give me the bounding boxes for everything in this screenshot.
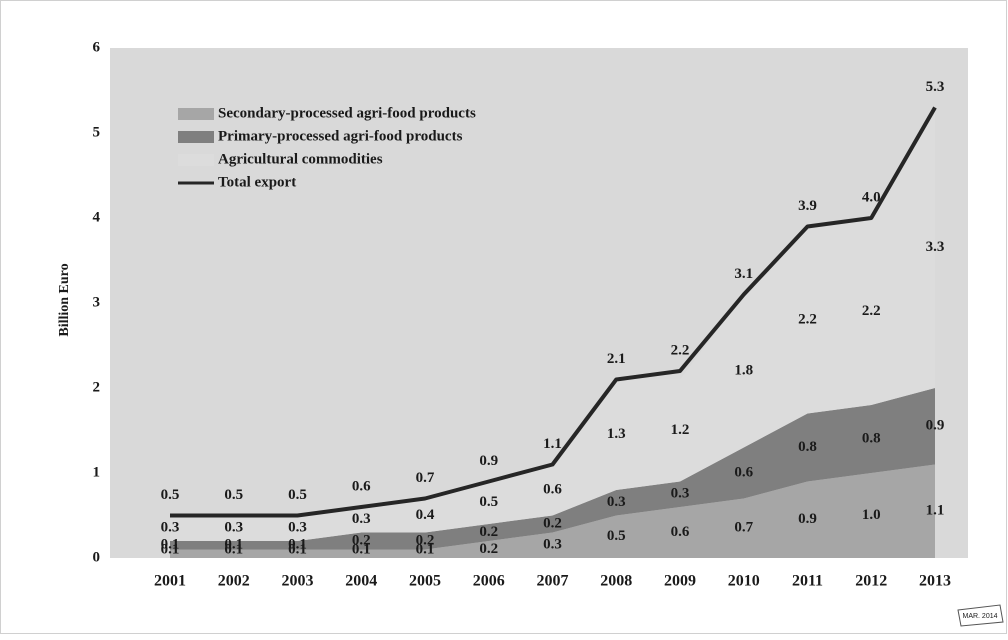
x-tick-label: 2001 <box>154 573 186 590</box>
area-label: 0.8 <box>798 439 817 455</box>
area-label: 0.3 <box>161 520 180 536</box>
x-tick-label: 2011 <box>792 573 823 590</box>
legend-label: Secondary-processed agri-food products <box>218 105 476 121</box>
y-tick-label: 1 <box>93 464 101 480</box>
x-tick-label: 2003 <box>282 573 314 590</box>
y-axis-label: Billion Euro <box>57 263 72 336</box>
legend-label: Total export <box>218 174 296 190</box>
x-tick-label: 2010 <box>728 573 760 590</box>
x-tick-label: 2006 <box>473 573 505 590</box>
area-label: 0.3 <box>607 494 626 510</box>
area-label: 0.3 <box>352 511 371 527</box>
x-tick-label: 2002 <box>218 573 250 590</box>
area <box>170 107 935 541</box>
area-label: 2.2 <box>862 303 881 319</box>
area-label: 0.7 <box>734 520 753 536</box>
total-label: 0.6 <box>352 478 371 494</box>
area-label: 0.1 <box>161 541 180 557</box>
area-label: 0.9 <box>798 511 817 527</box>
area-label: 0.1 <box>416 541 435 557</box>
area-label: 1.3 <box>607 426 626 442</box>
area-label: 0.6 <box>671 524 690 540</box>
area-label: 0.2 <box>543 515 562 531</box>
total-label: 0.9 <box>479 453 498 469</box>
area-label: 0.9 <box>926 418 945 434</box>
area-label: 0.3 <box>671 486 690 502</box>
area-label: 0.1 <box>352 541 371 557</box>
total-label: 1.1 <box>543 436 562 452</box>
area-label: 0.1 <box>288 541 307 557</box>
area-label: 0.1 <box>224 537 243 553</box>
x-tick-label: 2005 <box>409 573 441 590</box>
total-label: 0.7 <box>416 470 435 486</box>
area-label: 3.3 <box>926 239 945 255</box>
area-label: 0.1 <box>288 537 307 553</box>
total-label: 0.5 <box>224 487 243 503</box>
y-tick-label: 0 <box>93 549 101 565</box>
area-label: 0.2 <box>352 532 371 548</box>
stamp-text: MAR. 2014 <box>962 613 997 620</box>
area-label: 1.2 <box>671 422 690 438</box>
y-tick-label: 2 <box>93 379 101 395</box>
total-line <box>170 106 937 518</box>
x-tick-label: 2012 <box>855 573 887 590</box>
area-label: 0.6 <box>734 464 753 480</box>
legend-swatch <box>178 108 214 120</box>
legend-swatch <box>178 154 214 166</box>
legend-label: Primary-processed agri-food products <box>218 128 463 144</box>
x-tick-label: 2013 <box>919 573 951 590</box>
y-tick-label: 5 <box>93 124 101 140</box>
total-label: 2.2 <box>671 342 690 358</box>
total-label: 4.0 <box>862 189 881 205</box>
area-label: 0.6 <box>543 481 562 497</box>
total-label: 5.3 <box>926 79 945 95</box>
area-label: 0.3 <box>224 520 243 536</box>
area-label: 0.8 <box>862 430 881 446</box>
area-label: 0.2 <box>479 541 498 557</box>
area-label: 0.4 <box>416 507 435 523</box>
legend-swatch <box>178 131 214 143</box>
area-label: 1.8 <box>734 362 753 378</box>
x-tick-label: 2004 <box>345 573 377 590</box>
area-label: 1.1 <box>926 503 945 519</box>
area-label: 0.2 <box>416 532 435 548</box>
area-label: 0.1 <box>161 537 180 553</box>
total-label: 0.5 <box>161 487 180 503</box>
area-label: 1.0 <box>862 507 881 523</box>
total-label: 2.1 <box>607 351 626 367</box>
area-label: 0.5 <box>479 494 498 510</box>
area-label: 0.2 <box>479 524 498 540</box>
legend-label: Agricultural commodities <box>218 151 383 167</box>
area-label: 0.3 <box>288 520 307 536</box>
area <box>170 388 935 550</box>
area-label: 0.3 <box>543 537 562 553</box>
total-label: 3.1 <box>734 266 753 282</box>
x-tick-label: 2009 <box>664 573 696 590</box>
area <box>170 464 935 558</box>
y-tick-label: 3 <box>93 294 101 310</box>
x-tick-label: 2008 <box>600 573 632 590</box>
x-tick-label: 2007 <box>537 573 569 590</box>
area-label: 0.5 <box>607 528 626 544</box>
y-tick-label: 6 <box>93 39 101 55</box>
total-label: 0.5 <box>288 487 307 503</box>
stamp <box>957 604 1004 627</box>
area-label: 0.1 <box>224 541 243 557</box>
total-label: 3.9 <box>798 198 817 214</box>
area-label: 2.2 <box>798 311 817 327</box>
y-tick-label: 4 <box>93 209 101 225</box>
